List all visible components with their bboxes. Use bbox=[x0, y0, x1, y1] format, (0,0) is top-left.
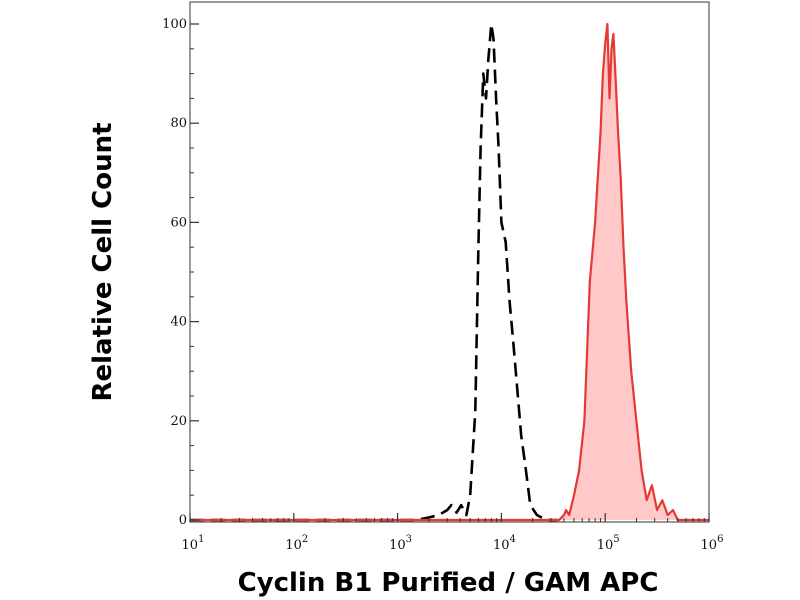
y-tick-label: 40 bbox=[170, 315, 187, 330]
x-tick-label: 102 bbox=[285, 534, 308, 553]
series-layer bbox=[190, 22, 709, 522]
x-axis-title: Cyclin B1 Purified / GAM APC bbox=[238, 568, 659, 598]
series-1-line bbox=[190, 22, 558, 522]
series-2-line bbox=[190, 22, 709, 522]
x-tick-label: 103 bbox=[389, 534, 412, 553]
x-tick-label: 105 bbox=[597, 534, 620, 553]
y-tick-label: 20 bbox=[170, 414, 187, 429]
x-tick-label: 104 bbox=[493, 534, 516, 553]
x-tick-label: 106 bbox=[701, 534, 724, 553]
x-tick-label: 101 bbox=[182, 534, 205, 553]
y-tick-label: 80 bbox=[170, 116, 187, 131]
y-tick-label: 60 bbox=[170, 215, 187, 230]
y-tick-label: 100 bbox=[162, 17, 187, 32]
y-tick-label: 0 bbox=[179, 513, 187, 528]
y-axis-title: Relative Cell Count bbox=[88, 122, 118, 401]
plot-frame bbox=[189, 1, 710, 523]
series-2-fill bbox=[190, 24, 709, 520]
